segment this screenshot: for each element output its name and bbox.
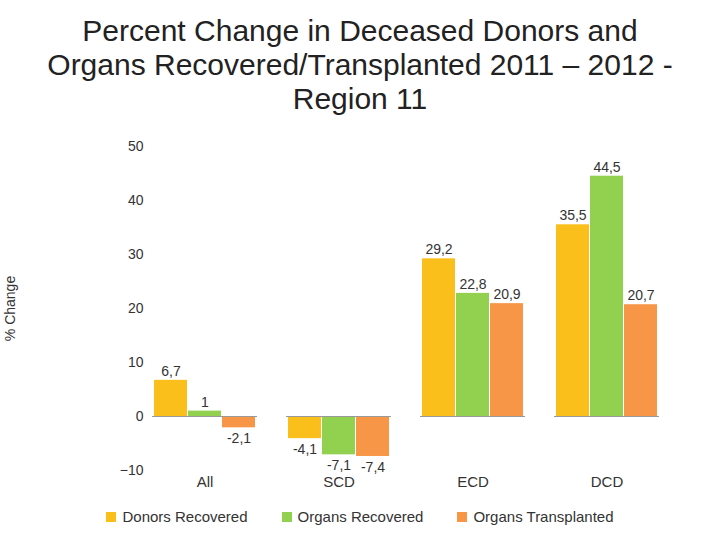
svg-text:50: 50 [128,138,144,154]
svg-text:-4,1: -4,1 [293,441,317,457]
svg-text:30: 30 [128,246,144,262]
svg-text:40: 40 [128,192,144,208]
svg-text:20,7: 20,7 [627,287,654,303]
svg-text:44,5: 44,5 [593,159,620,175]
svg-text:DCD: DCD [591,473,624,490]
html-text:Percent Change in Deceased Don: Percent Change in Deceased Donors and Or… [47,14,673,115]
svg-text:29,2: 29,2 [425,241,452,257]
html-text:Organs Recovered: Organs Recovered [297,508,424,525]
svg-text:6,7: 6,7 [161,363,181,379]
svg-text:22,8: 22,8 [459,276,486,292]
svg-text:20,9: 20,9 [493,286,520,302]
svg-text:0: 0 [136,408,144,424]
svg-text:-2,1: -2,1 [227,430,251,446]
svg-text:20: 20 [128,300,144,316]
svg-text:35,5: 35,5 [559,207,586,223]
svg-text:% Change: % Change [2,276,18,342]
svg-text:10: 10 [128,354,144,370]
svg-text:All: All [197,473,214,490]
svg-text:-7,4: -7,4 [361,459,385,475]
svg-text:-7,1: -7,1 [327,457,351,473]
html-text:Donors Recovered: Donors Recovered [122,508,248,525]
svg-text:1: 1 [201,394,209,410]
svg-text:SCD: SCD [323,473,355,490]
svg-text:−10: −10 [120,462,144,478]
html-text:Organs Transplanted: Organs Transplanted [473,508,614,525]
svg-text:ECD: ECD [457,473,489,490]
